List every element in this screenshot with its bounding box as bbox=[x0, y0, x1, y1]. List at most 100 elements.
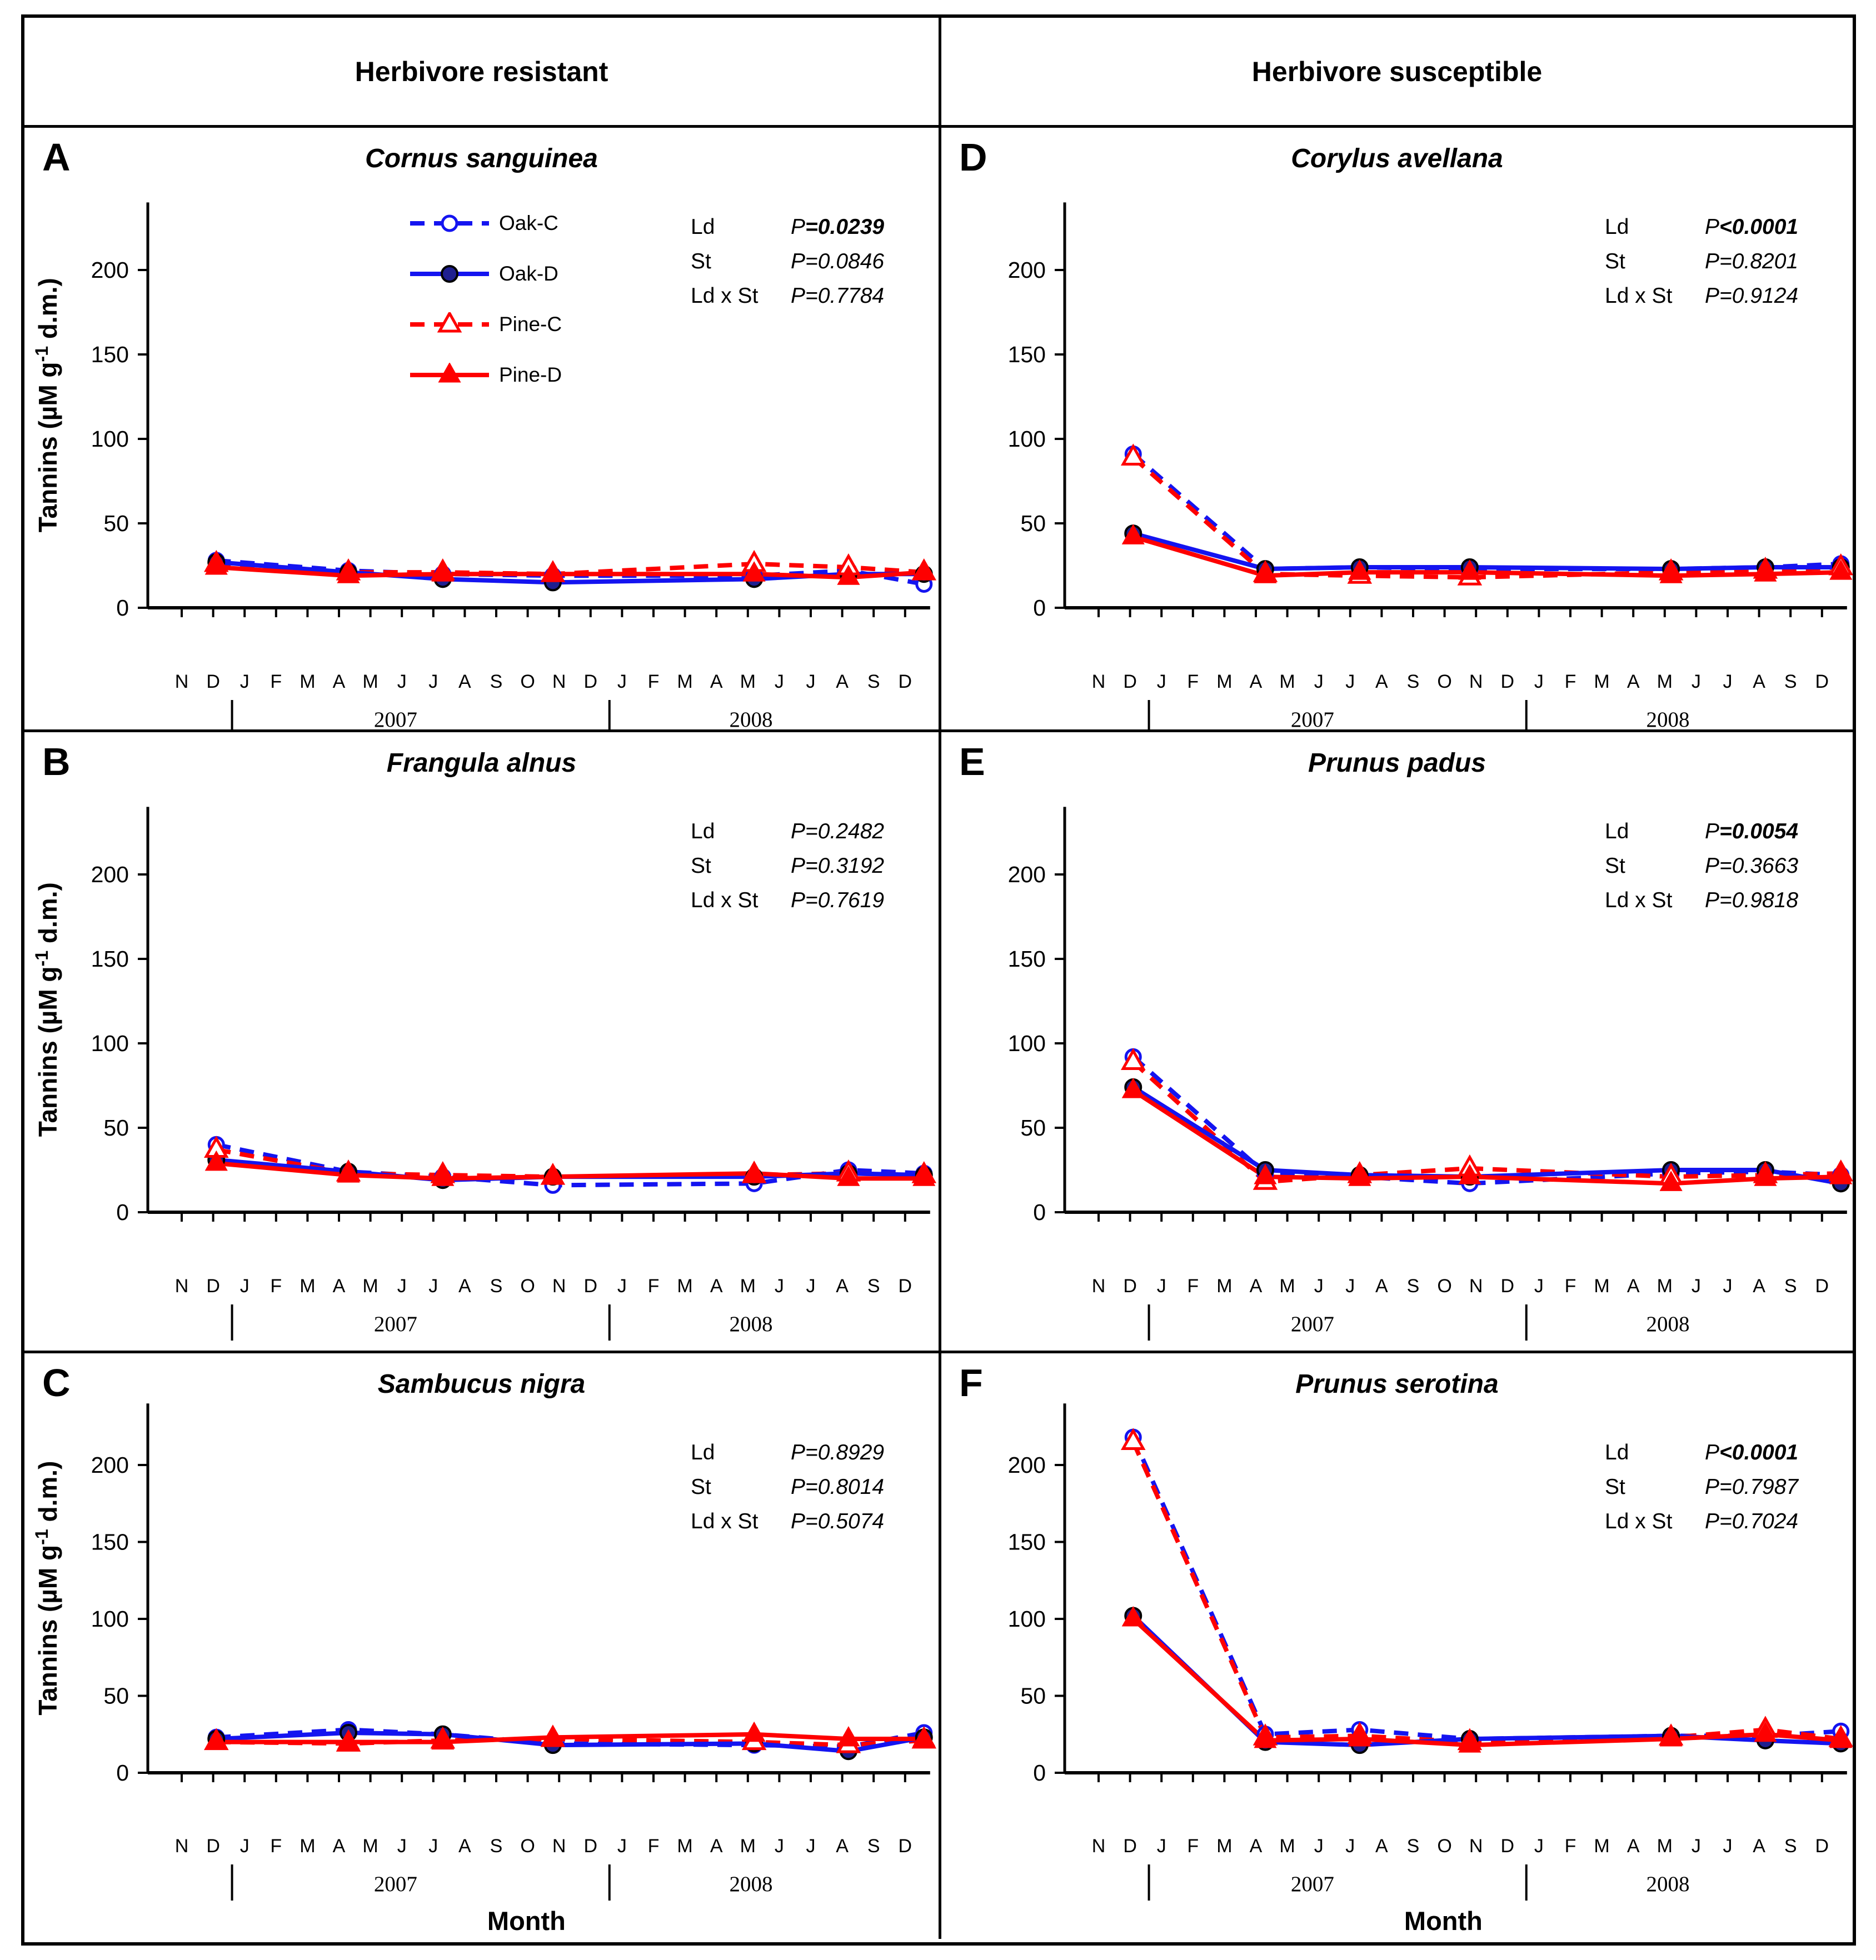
panel-b: B Frangula alnus Ld P=0.2482 St P=0.3192 Ld … bbox=[24, 732, 939, 1353]
svg-text:F: F bbox=[1565, 671, 1576, 692]
svg-text:J: J bbox=[1534, 671, 1544, 692]
svg-text:N: N bbox=[175, 1276, 189, 1297]
stat-row: Ld x St P=0.7784 bbox=[691, 284, 885, 308]
svg-text:J: J bbox=[1157, 671, 1166, 692]
svg-text:O: O bbox=[520, 671, 535, 692]
svg-text:A: A bbox=[1250, 671, 1263, 692]
stat-row: Ld x St P=0.7024 bbox=[1605, 1509, 1799, 1533]
svg-text:J: J bbox=[806, 1836, 816, 1857]
svg-text:100: 100 bbox=[91, 1606, 129, 1632]
svg-text:200: 200 bbox=[1008, 862, 1046, 887]
svg-text:J: J bbox=[1534, 1276, 1544, 1297]
stat-row: St P=0.3663 bbox=[1605, 854, 1799, 878]
svg-text:N: N bbox=[552, 1276, 566, 1297]
svg-text:J: J bbox=[617, 671, 627, 692]
svg-text:D: D bbox=[584, 671, 598, 692]
svg-text:J: J bbox=[428, 671, 438, 692]
svg-text:2007: 2007 bbox=[374, 1312, 417, 1336]
stat-row: Ld P=0.0239 bbox=[691, 215, 885, 239]
svg-text:S: S bbox=[1784, 1836, 1797, 1857]
svg-text:A: A bbox=[1753, 1276, 1765, 1297]
svg-text:M: M bbox=[1216, 1836, 1232, 1857]
svg-text:J: J bbox=[617, 1276, 627, 1297]
svg-text:F: F bbox=[270, 1836, 282, 1857]
svg-text:J: J bbox=[775, 671, 784, 692]
svg-text:J: J bbox=[240, 671, 250, 692]
svg-text:M: M bbox=[740, 1836, 756, 1857]
svg-text:J: J bbox=[775, 1276, 784, 1297]
svg-text:D: D bbox=[899, 1836, 912, 1857]
svg-text:50: 50 bbox=[1020, 1115, 1046, 1141]
panel-e: E Prunus padus Ld P=0.0054 St P=0.3663 Ld x … bbox=[939, 732, 1854, 1353]
panel-a-letter: A bbox=[42, 136, 71, 179]
svg-text:M: M bbox=[677, 1836, 692, 1857]
svg-text:2008: 2008 bbox=[729, 1872, 772, 1896]
svg-text:M: M bbox=[1216, 671, 1232, 692]
legend-label: Oak-D bbox=[499, 262, 558, 285]
svg-text:50: 50 bbox=[103, 1683, 129, 1709]
svg-text:100: 100 bbox=[1008, 1031, 1046, 1056]
svg-text:J: J bbox=[1723, 1276, 1733, 1297]
svg-text:M: M bbox=[1216, 1276, 1232, 1297]
svg-text:O: O bbox=[520, 1276, 535, 1297]
svg-text:M: M bbox=[362, 671, 378, 692]
svg-text:D: D bbox=[1501, 671, 1515, 692]
svg-text:J: J bbox=[1692, 1276, 1701, 1297]
legend-label: Pine-D bbox=[499, 363, 562, 386]
svg-text:M: M bbox=[740, 1276, 756, 1297]
panel-b-stats: Ld P=0.2482 St P=0.3192 Ld x St P=0.7619 bbox=[691, 814, 902, 918]
svg-text:2007: 2007 bbox=[374, 1872, 417, 1896]
svg-text:M: M bbox=[362, 1836, 378, 1857]
stat-row: St P=0.8014 bbox=[691, 1475, 885, 1499]
svg-text:S: S bbox=[490, 1836, 503, 1857]
svg-text:A: A bbox=[1753, 671, 1765, 692]
svg-text:Tannins (µM g-1 d.m.): Tannins (µM g-1 d.m.) bbox=[32, 882, 62, 1137]
svg-text:M: M bbox=[740, 671, 756, 692]
svg-text:200: 200 bbox=[1008, 1452, 1046, 1478]
svg-text:N: N bbox=[1092, 671, 1106, 692]
svg-text:D: D bbox=[584, 1836, 598, 1857]
svg-text:J: J bbox=[806, 671, 816, 692]
svg-text:150: 150 bbox=[91, 1529, 129, 1555]
oak_c-line-sample-icon bbox=[410, 214, 489, 232]
column-header-right-label: Herbivore susceptible bbox=[1251, 56, 1543, 87]
svg-text:M: M bbox=[677, 1276, 692, 1297]
svg-text:F: F bbox=[1187, 671, 1199, 692]
svg-text:2008: 2008 bbox=[729, 1312, 772, 1336]
column-header-left: Herbivore resistant bbox=[24, 18, 939, 128]
svg-text:M: M bbox=[677, 671, 692, 692]
svg-text:S: S bbox=[1407, 1276, 1420, 1297]
panel-c: C Sambucus nigra Ld P=0.8929 St P=0.8014 Ld … bbox=[24, 1353, 939, 1939]
svg-text:200: 200 bbox=[1008, 257, 1046, 283]
svg-text:N: N bbox=[1469, 1276, 1483, 1297]
svg-text:150: 150 bbox=[1008, 946, 1046, 972]
svg-text:D: D bbox=[1815, 671, 1829, 692]
svg-text:J: J bbox=[428, 1836, 438, 1857]
svg-text:J: J bbox=[397, 1836, 407, 1857]
stat-row: St P=0.7987 bbox=[1605, 1475, 1799, 1499]
panel-c-letter: C bbox=[42, 1361, 71, 1404]
svg-text:A: A bbox=[1375, 671, 1388, 692]
stat-row: St P=0.3192 bbox=[691, 854, 885, 878]
svg-text:M: M bbox=[1279, 671, 1295, 692]
legend-item-pine_c: Pine-C bbox=[408, 312, 562, 336]
svg-text:A: A bbox=[836, 1276, 849, 1297]
svg-text:J: J bbox=[1314, 671, 1324, 692]
svg-text:D: D bbox=[206, 671, 220, 692]
svg-text:D: D bbox=[1501, 1836, 1515, 1857]
svg-text:Tannins (µM g-1 d.m.): Tannins (µM g-1 d.m.) bbox=[32, 1461, 62, 1716]
svg-text:50: 50 bbox=[1020, 511, 1046, 536]
svg-text:M: M bbox=[1657, 1836, 1673, 1857]
oak_d-line-sample-icon bbox=[410, 265, 489, 283]
svg-text:D: D bbox=[899, 671, 912, 692]
stat-row: Ld P=0.8929 bbox=[691, 1441, 885, 1464]
stat-row: Ld x St P=0.5074 bbox=[691, 1509, 885, 1533]
stat-row: Ld x St P=0.7619 bbox=[691, 888, 885, 912]
svg-text:A: A bbox=[1627, 1836, 1640, 1857]
svg-text:J: J bbox=[240, 1276, 250, 1297]
svg-text:A: A bbox=[333, 671, 346, 692]
panel-d-title: Corylus avellana bbox=[1291, 144, 1503, 173]
svg-text:N: N bbox=[175, 671, 189, 692]
